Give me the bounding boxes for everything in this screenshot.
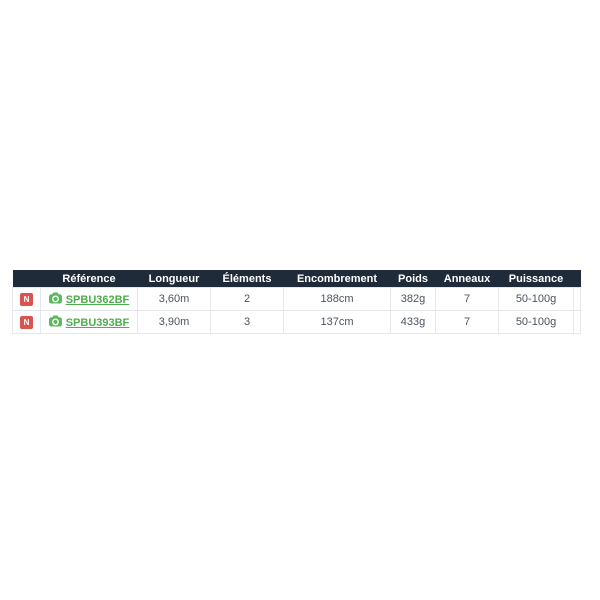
camera-icon[interactable] xyxy=(48,314,62,330)
product-spec-table-wrapper: Référence Longueur Éléments Encombrement… xyxy=(12,270,581,334)
puissance-cell: 50-100g xyxy=(498,310,574,334)
reference-cell: SPBU393BF xyxy=(40,310,138,334)
header-poids: Poids xyxy=(390,270,436,288)
header-encombrement: Encombrement xyxy=(283,270,391,288)
longueur-cell: 3,90m xyxy=(137,310,211,334)
elements-cell: 2 xyxy=(210,287,284,311)
new-badge-cell: N xyxy=(12,287,41,311)
longueur-cell: 3,60m xyxy=(137,287,211,311)
poids-cell: 382g xyxy=(390,287,436,311)
header-reference: Référence xyxy=(40,270,138,288)
poids-cell: 433g xyxy=(390,310,436,334)
header-puissance: Puissance xyxy=(498,270,574,288)
header-anneaux: Anneaux xyxy=(435,270,499,288)
anneaux-cell: 7 xyxy=(435,287,499,311)
header-longueur: Longueur xyxy=(137,270,211,288)
reference-link[interactable]: SPBU393BF xyxy=(65,316,130,329)
puissance-cell: 50-100g xyxy=(498,287,574,311)
camera-icon[interactable] xyxy=(48,291,62,307)
header-spacer-column xyxy=(573,270,581,288)
table-row: N SPBU362BF 3,60m 2 188cm 382g 7 50-100g xyxy=(12,287,581,311)
encombrement-cell: 137cm xyxy=(283,310,391,334)
new-badge-cell: N xyxy=(12,310,41,334)
new-badge: N xyxy=(20,292,33,306)
spacer-cell xyxy=(573,310,581,334)
anneaux-cell: 7 xyxy=(435,310,499,334)
reference-cell: SPBU362BF xyxy=(40,287,138,311)
new-badge: N xyxy=(20,315,33,329)
reference-link[interactable]: SPBU362BF xyxy=(65,293,130,306)
encombrement-cell: 188cm xyxy=(283,287,391,311)
elements-cell: 3 xyxy=(210,310,284,334)
header-elements: Éléments xyxy=(210,270,284,288)
table-row: N SPBU393BF 3,90m 3 137cm 433g 7 50-100g xyxy=(12,310,581,334)
spacer-cell xyxy=(573,287,581,311)
table-header-row: Référence Longueur Éléments Encombrement… xyxy=(12,270,581,288)
header-badge-column xyxy=(12,270,41,288)
product-spec-table: Référence Longueur Éléments Encombrement… xyxy=(12,270,581,334)
